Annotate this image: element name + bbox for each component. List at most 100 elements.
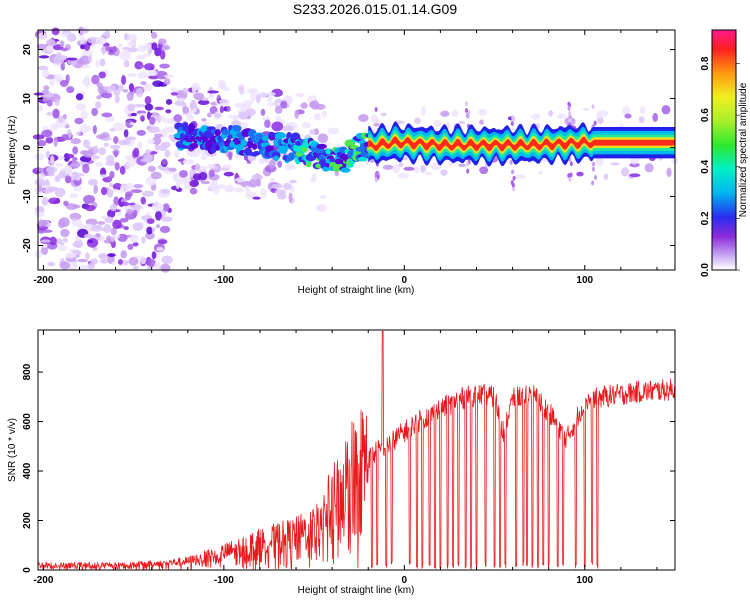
- spectrogram-cell: [638, 116, 645, 124]
- spectrogram-cell: [97, 221, 106, 225]
- spectrogram-cell: [622, 106, 631, 116]
- spectrogram-cell: [160, 263, 171, 273]
- spectrogram-cell: [41, 89, 50, 95]
- spectrogram-cell: [280, 100, 288, 109]
- spectrogram-cell: [83, 150, 94, 158]
- spectrogram-cell: [214, 129, 222, 136]
- spectrogram-cell: [271, 121, 284, 132]
- spectrogram-cell: [49, 236, 57, 246]
- spectrogram-cell: [77, 258, 88, 263]
- spectrogram-cell: [260, 108, 266, 116]
- spectrogram-cell: [274, 106, 283, 114]
- spectrogram-cell: [189, 179, 199, 188]
- spectrogram-cell: [63, 200, 69, 207]
- spectrogram-cell: [403, 166, 415, 171]
- spectrogram-cell: [567, 105, 571, 111]
- spectrogram-cell: [624, 113, 632, 119]
- spectrogram-cell: [81, 64, 91, 69]
- spectrogram-cell: [288, 192, 293, 203]
- spectrogram-cell: [170, 87, 178, 93]
- spectrogram-cell: [128, 256, 139, 266]
- spectrogram-cell: [147, 138, 155, 144]
- spectrogram-cell: [134, 255, 145, 259]
- spectrogram-cell: [159, 63, 170, 69]
- spectrogram-cell: [433, 119, 442, 128]
- spectrogram-cell: [157, 239, 168, 245]
- spectrogram-cell: [123, 129, 129, 138]
- spectrogram-cell: [155, 224, 161, 229]
- spectrogram-cell: [83, 194, 96, 204]
- spectrogram-cell: [73, 185, 83, 192]
- spectrogram-cell: [149, 116, 156, 125]
- colorbar-frame: [711, 29, 737, 271]
- spectrogram-cell: [59, 261, 71, 270]
- spectrogram-cell: [45, 166, 58, 174]
- spectrogram-cell: [42, 69, 50, 78]
- spectrogram-cell: [151, 251, 157, 260]
- spectrogram-cell: [57, 244, 68, 252]
- spectrogram-cell: [181, 144, 189, 149]
- spectrogram-cells: [32, 26, 678, 273]
- spectrogram-cell: [53, 55, 65, 65]
- spectrogram-cell: [151, 42, 158, 51]
- spectrogram-cell: [53, 136, 58, 147]
- spectrogram-cell: [222, 164, 232, 169]
- spectrogram-cell: [137, 72, 149, 79]
- spectrogram-cell: [61, 133, 69, 141]
- spectrogram-cell: [87, 239, 94, 244]
- spectrogram-cell: [113, 196, 119, 207]
- spectrogram-cell: [265, 92, 276, 97]
- spectrogram-cell: [458, 120, 466, 125]
- spectrogram-cell: [267, 95, 273, 103]
- spectrogram-cell: [118, 201, 130, 207]
- spectrogram-cell: [42, 188, 54, 193]
- spectrogram-cell: [371, 114, 378, 124]
- spectrogram-cell: [127, 33, 138, 41]
- spectrogram-cell: [70, 138, 82, 145]
- spectrogram-cell: [146, 111, 151, 120]
- spectrogram-cell: [221, 86, 230, 92]
- spectrogram-cell: [67, 57, 78, 61]
- spectrogram-cell: [382, 164, 394, 170]
- spectrogram-cell: [147, 165, 156, 172]
- spectrogram-cell: [155, 70, 168, 80]
- spectrogram-cell: [319, 194, 326, 199]
- snr-xtick-label: -100: [214, 575, 234, 586]
- spectrogram-cell: [96, 82, 103, 89]
- spectrogram-cell: [276, 192, 287, 200]
- spectrogram-cell: [129, 83, 134, 93]
- spectrogram-cell: [105, 46, 117, 52]
- spectrogram-cell: [114, 94, 120, 104]
- spectrogram-cell: [231, 120, 242, 127]
- spectrogram-cell: [392, 164, 400, 174]
- spectrogram-cell: [41, 129, 53, 138]
- spectrogram-cell: [340, 167, 351, 173]
- snr-ytick-label: 600: [22, 413, 33, 430]
- spectrogram-cell: [123, 59, 130, 68]
- spectrogram-cell: [36, 43, 47, 50]
- spectrogram-cell: [192, 107, 197, 113]
- spectrogram-ytick-label: -10: [22, 189, 33, 204]
- spectrogram-cell: [218, 99, 228, 104]
- spectrogram-cell: [162, 203, 170, 212]
- spectrogram-cell: [46, 100, 53, 107]
- spectrogram-cell: [100, 215, 108, 219]
- spectrogram-cell: [51, 27, 60, 36]
- spectrogram-cell: [76, 59, 85, 65]
- spectrogram-cell: [99, 174, 108, 178]
- spectrogram-cell: [95, 134, 107, 140]
- spectrogram-cell: [165, 99, 173, 105]
- spectrogram-cell: [138, 64, 145, 68]
- spectrogram-cell: [156, 246, 164, 252]
- spectrogram-cell: [207, 90, 219, 94]
- spectrogram-cell: [255, 94, 261, 104]
- spectrogram-cell: [154, 106, 164, 111]
- spectrogram-cell: [207, 112, 212, 118]
- spectrogram-cell: [548, 110, 554, 117]
- spectrogram-cell: [117, 43, 123, 48]
- spectrogram-cell: [538, 170, 543, 176]
- spectrogram-cell: [80, 110, 89, 120]
- spectrogram-cell: [103, 239, 111, 244]
- spectrogram-cell: [661, 105, 671, 115]
- spectrogram-cell: [75, 93, 84, 101]
